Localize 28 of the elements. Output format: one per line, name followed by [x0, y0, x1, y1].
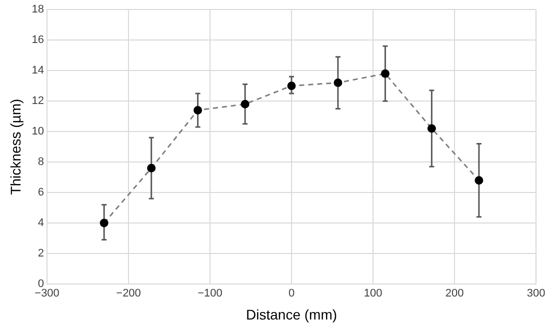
x-tick-label: −200: [116, 288, 141, 300]
x-tick-label: −100: [198, 288, 222, 300]
y-tick-label: 16: [32, 34, 44, 46]
y-tick-label: 8: [38, 156, 44, 168]
y-tick-label: 2: [38, 248, 44, 260]
point: [474, 176, 484, 185]
point: [147, 164, 156, 172]
y-tick-label: 6: [38, 186, 44, 199]
point: [334, 78, 342, 88]
point: [287, 82, 296, 90]
y-tick-label: 18: [32, 4, 44, 16]
y-tick-label: 10: [32, 126, 44, 138]
point: [100, 218, 108, 228]
point: [194, 106, 202, 114]
y-tick-label: 0: [38, 278, 44, 290]
point: [427, 124, 436, 133]
y-tick-label: 4: [38, 217, 44, 230]
x-tick-label: 0: [288, 288, 295, 300]
y-tick-label: 14: [32, 64, 44, 77]
y-axis-title: Thickness (µm): [7, 98, 24, 195]
x-tick-label: −300: [34, 288, 60, 300]
x-tick-label: 200: [445, 288, 464, 300]
x-tick-label: 300: [526, 288, 546, 300]
x-axis-title: Distance (mm): [246, 306, 338, 322]
point: [240, 100, 250, 108]
point: [380, 69, 390, 78]
x-tick-label: 100: [364, 288, 382, 300]
y-tick-label: 12: [32, 95, 44, 108]
